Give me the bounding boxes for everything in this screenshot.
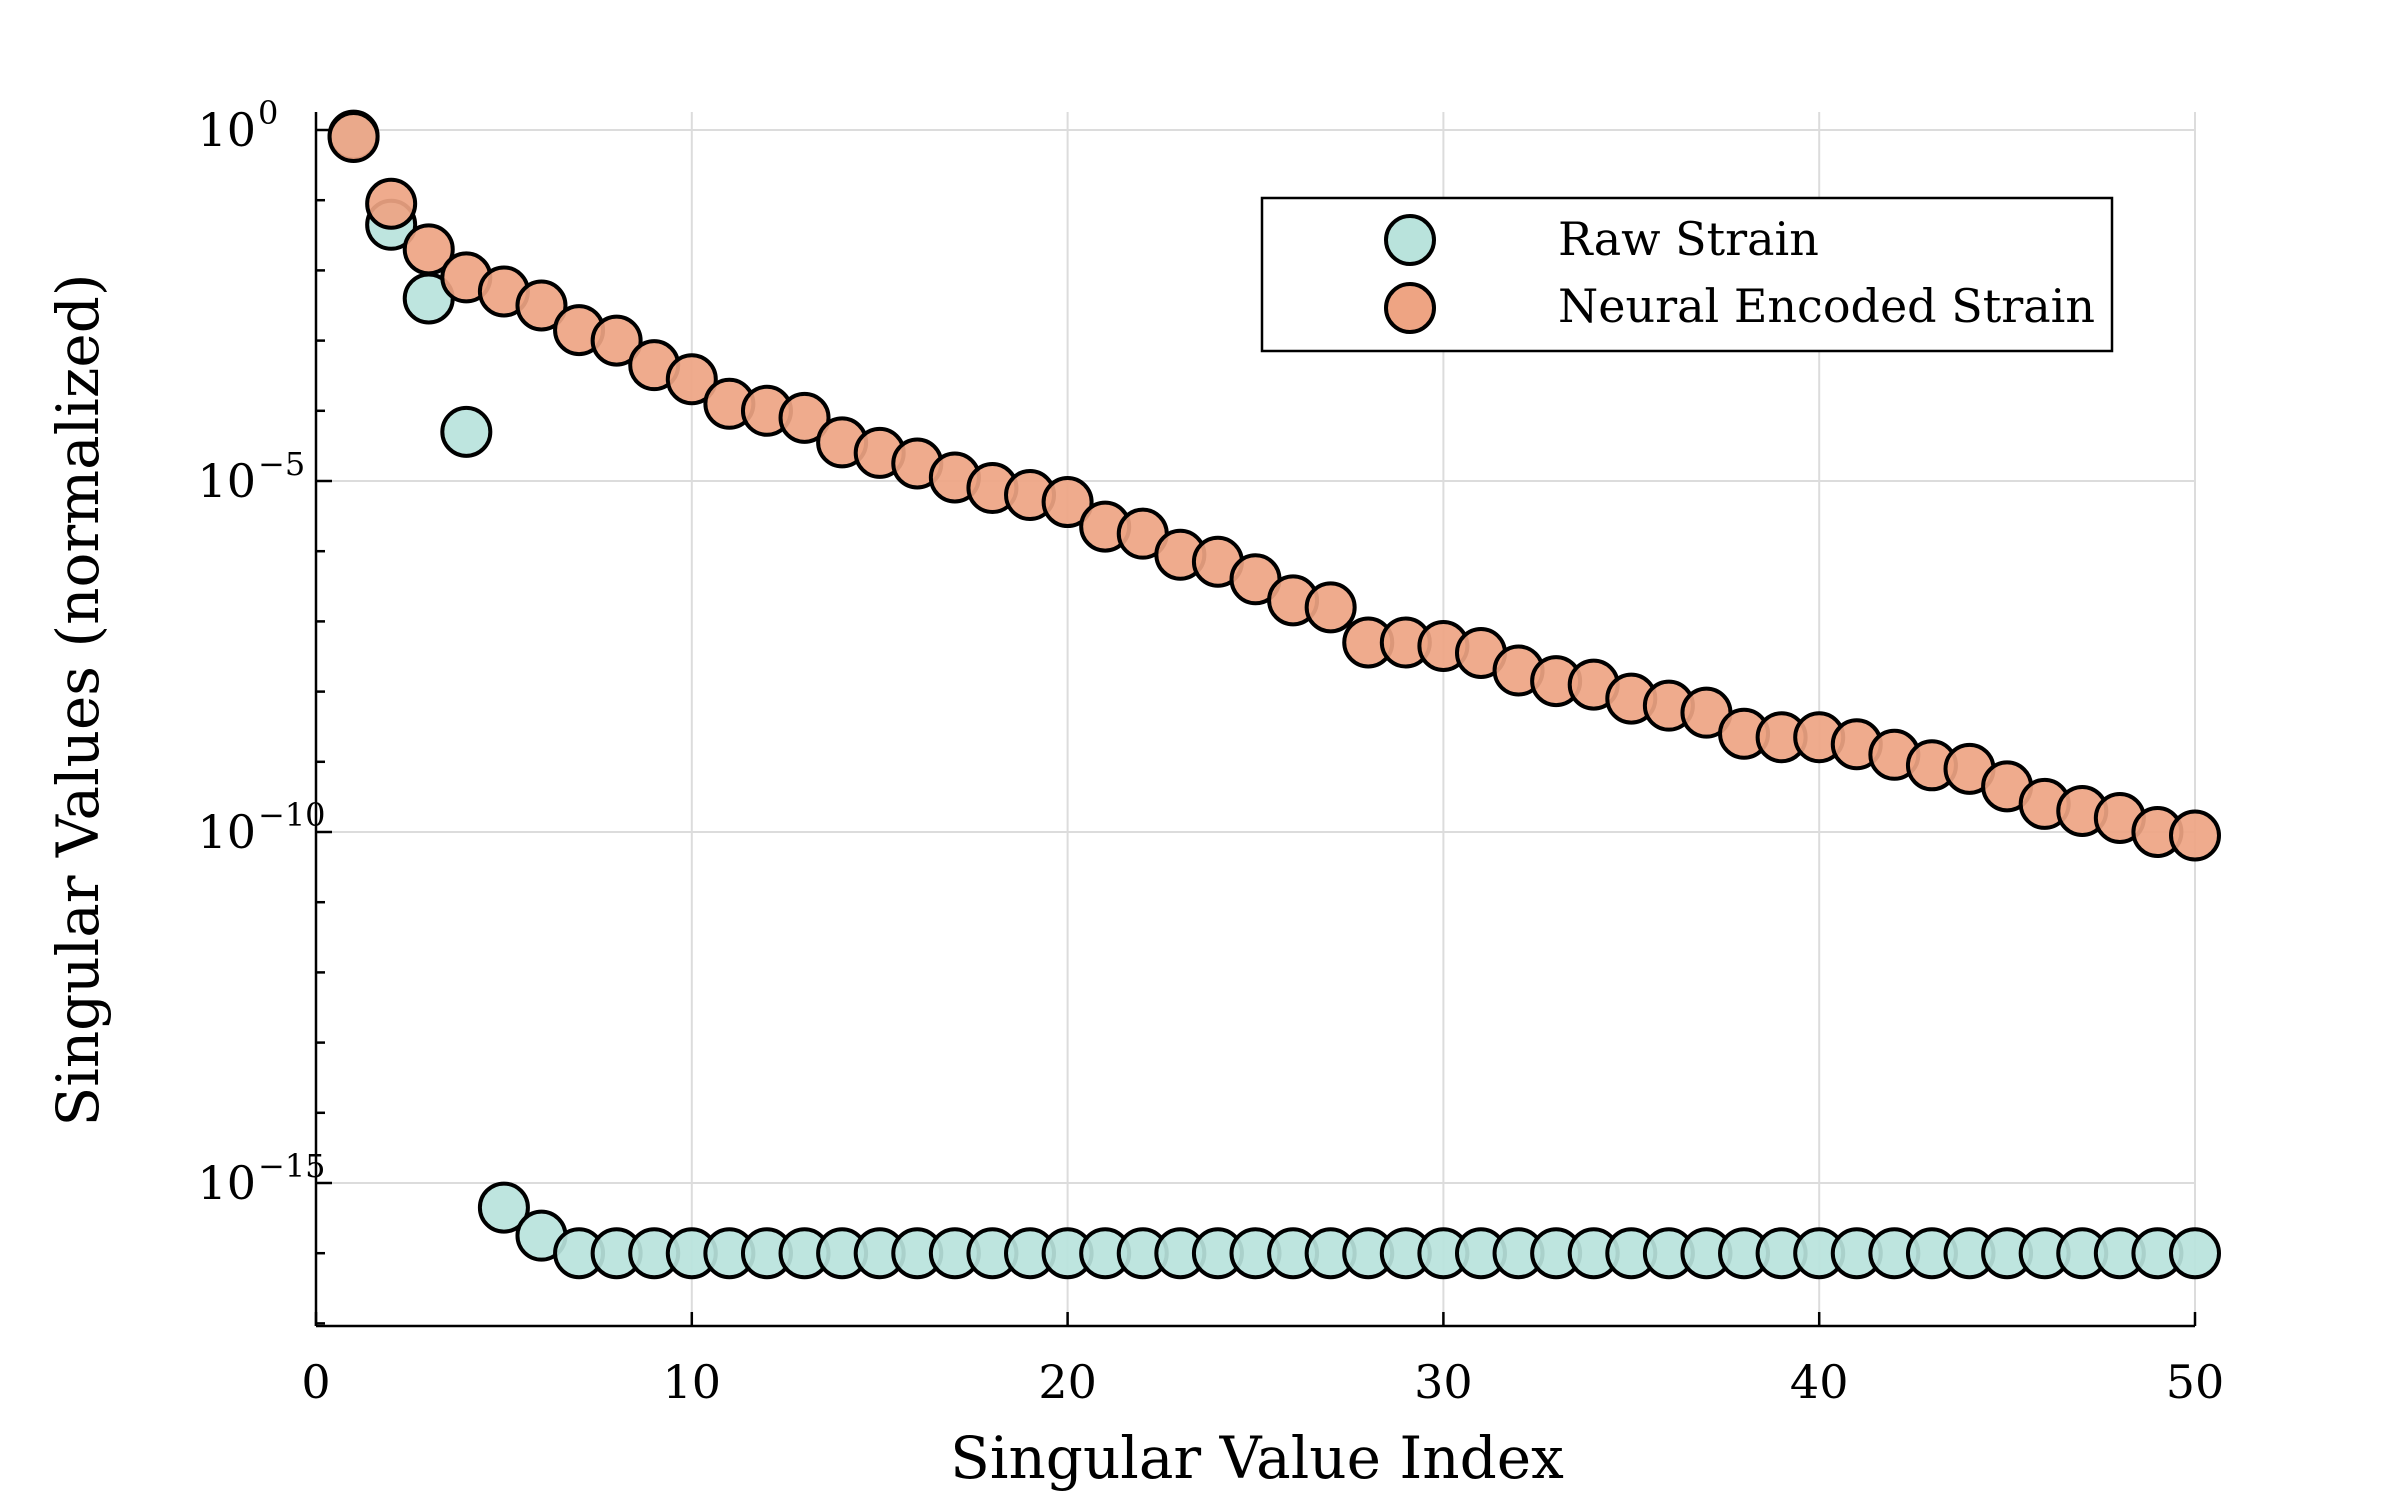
legend-label-raw-strain: Raw Strain bbox=[1558, 212, 1819, 266]
series-raw-strain bbox=[327, 109, 2221, 1280]
x-tick-label: 10 bbox=[663, 1355, 722, 1409]
legend-marker-raw-strain bbox=[1384, 214, 1436, 266]
y-tick-label-base: 10 bbox=[197, 805, 256, 859]
x-tick-label: 50 bbox=[2166, 1355, 2225, 1409]
legend-label-neural-encoded-strain: Neural Encoded Strain bbox=[1558, 279, 2095, 333]
data-point bbox=[327, 111, 380, 164]
series-neural-encoded-strain bbox=[327, 111, 2221, 862]
x-tick-label: 20 bbox=[1038, 1355, 1097, 1409]
y-axis-title: Singular Values (normalized) bbox=[44, 274, 112, 1127]
y-tick-label: 10 0 bbox=[197, 94, 278, 157]
legend: Raw Strain Neural Encoded Strain bbox=[1260, 196, 2114, 353]
y-tick-label-base: 10 bbox=[197, 1156, 256, 1210]
data-point bbox=[477, 1181, 530, 1234]
y-tick-label-exponent: −15 bbox=[258, 1147, 326, 1185]
y-tick-label-base: 10 bbox=[197, 454, 256, 508]
y-tick-label: 10 −5 bbox=[197, 445, 305, 508]
x-tick-label: 40 bbox=[1790, 1355, 1849, 1409]
x-tick-label: 30 bbox=[1414, 1355, 1473, 1409]
data-point bbox=[1041, 476, 1094, 529]
axes bbox=[314, 112, 2197, 1328]
data-point bbox=[1304, 581, 1357, 634]
data-point bbox=[365, 177, 418, 230]
data-point bbox=[440, 405, 493, 458]
y-tick-label: 10 −15 bbox=[197, 1147, 325, 1210]
data-series bbox=[327, 109, 2221, 1280]
data-point bbox=[2169, 809, 2221, 862]
y-tick-label-base: 10 bbox=[197, 103, 256, 157]
x-axis-title: Singular Value Index bbox=[950, 1424, 1564, 1492]
data-point bbox=[2169, 1227, 2221, 1280]
y-tick-label-exponent: −10 bbox=[258, 796, 326, 834]
y-tick-label-exponent: −5 bbox=[258, 445, 305, 483]
y-tick-label: 10 −10 bbox=[197, 796, 325, 859]
data-point bbox=[665, 353, 718, 406]
data-point bbox=[778, 391, 831, 444]
data-point bbox=[590, 314, 643, 367]
y-tick-label-exponent: 0 bbox=[258, 94, 278, 132]
data-point bbox=[515, 279, 568, 332]
data-point bbox=[402, 223, 455, 276]
legend-marker-neural-encoded-strain bbox=[1384, 282, 1436, 334]
x-tick-label: 0 bbox=[301, 1355, 330, 1409]
